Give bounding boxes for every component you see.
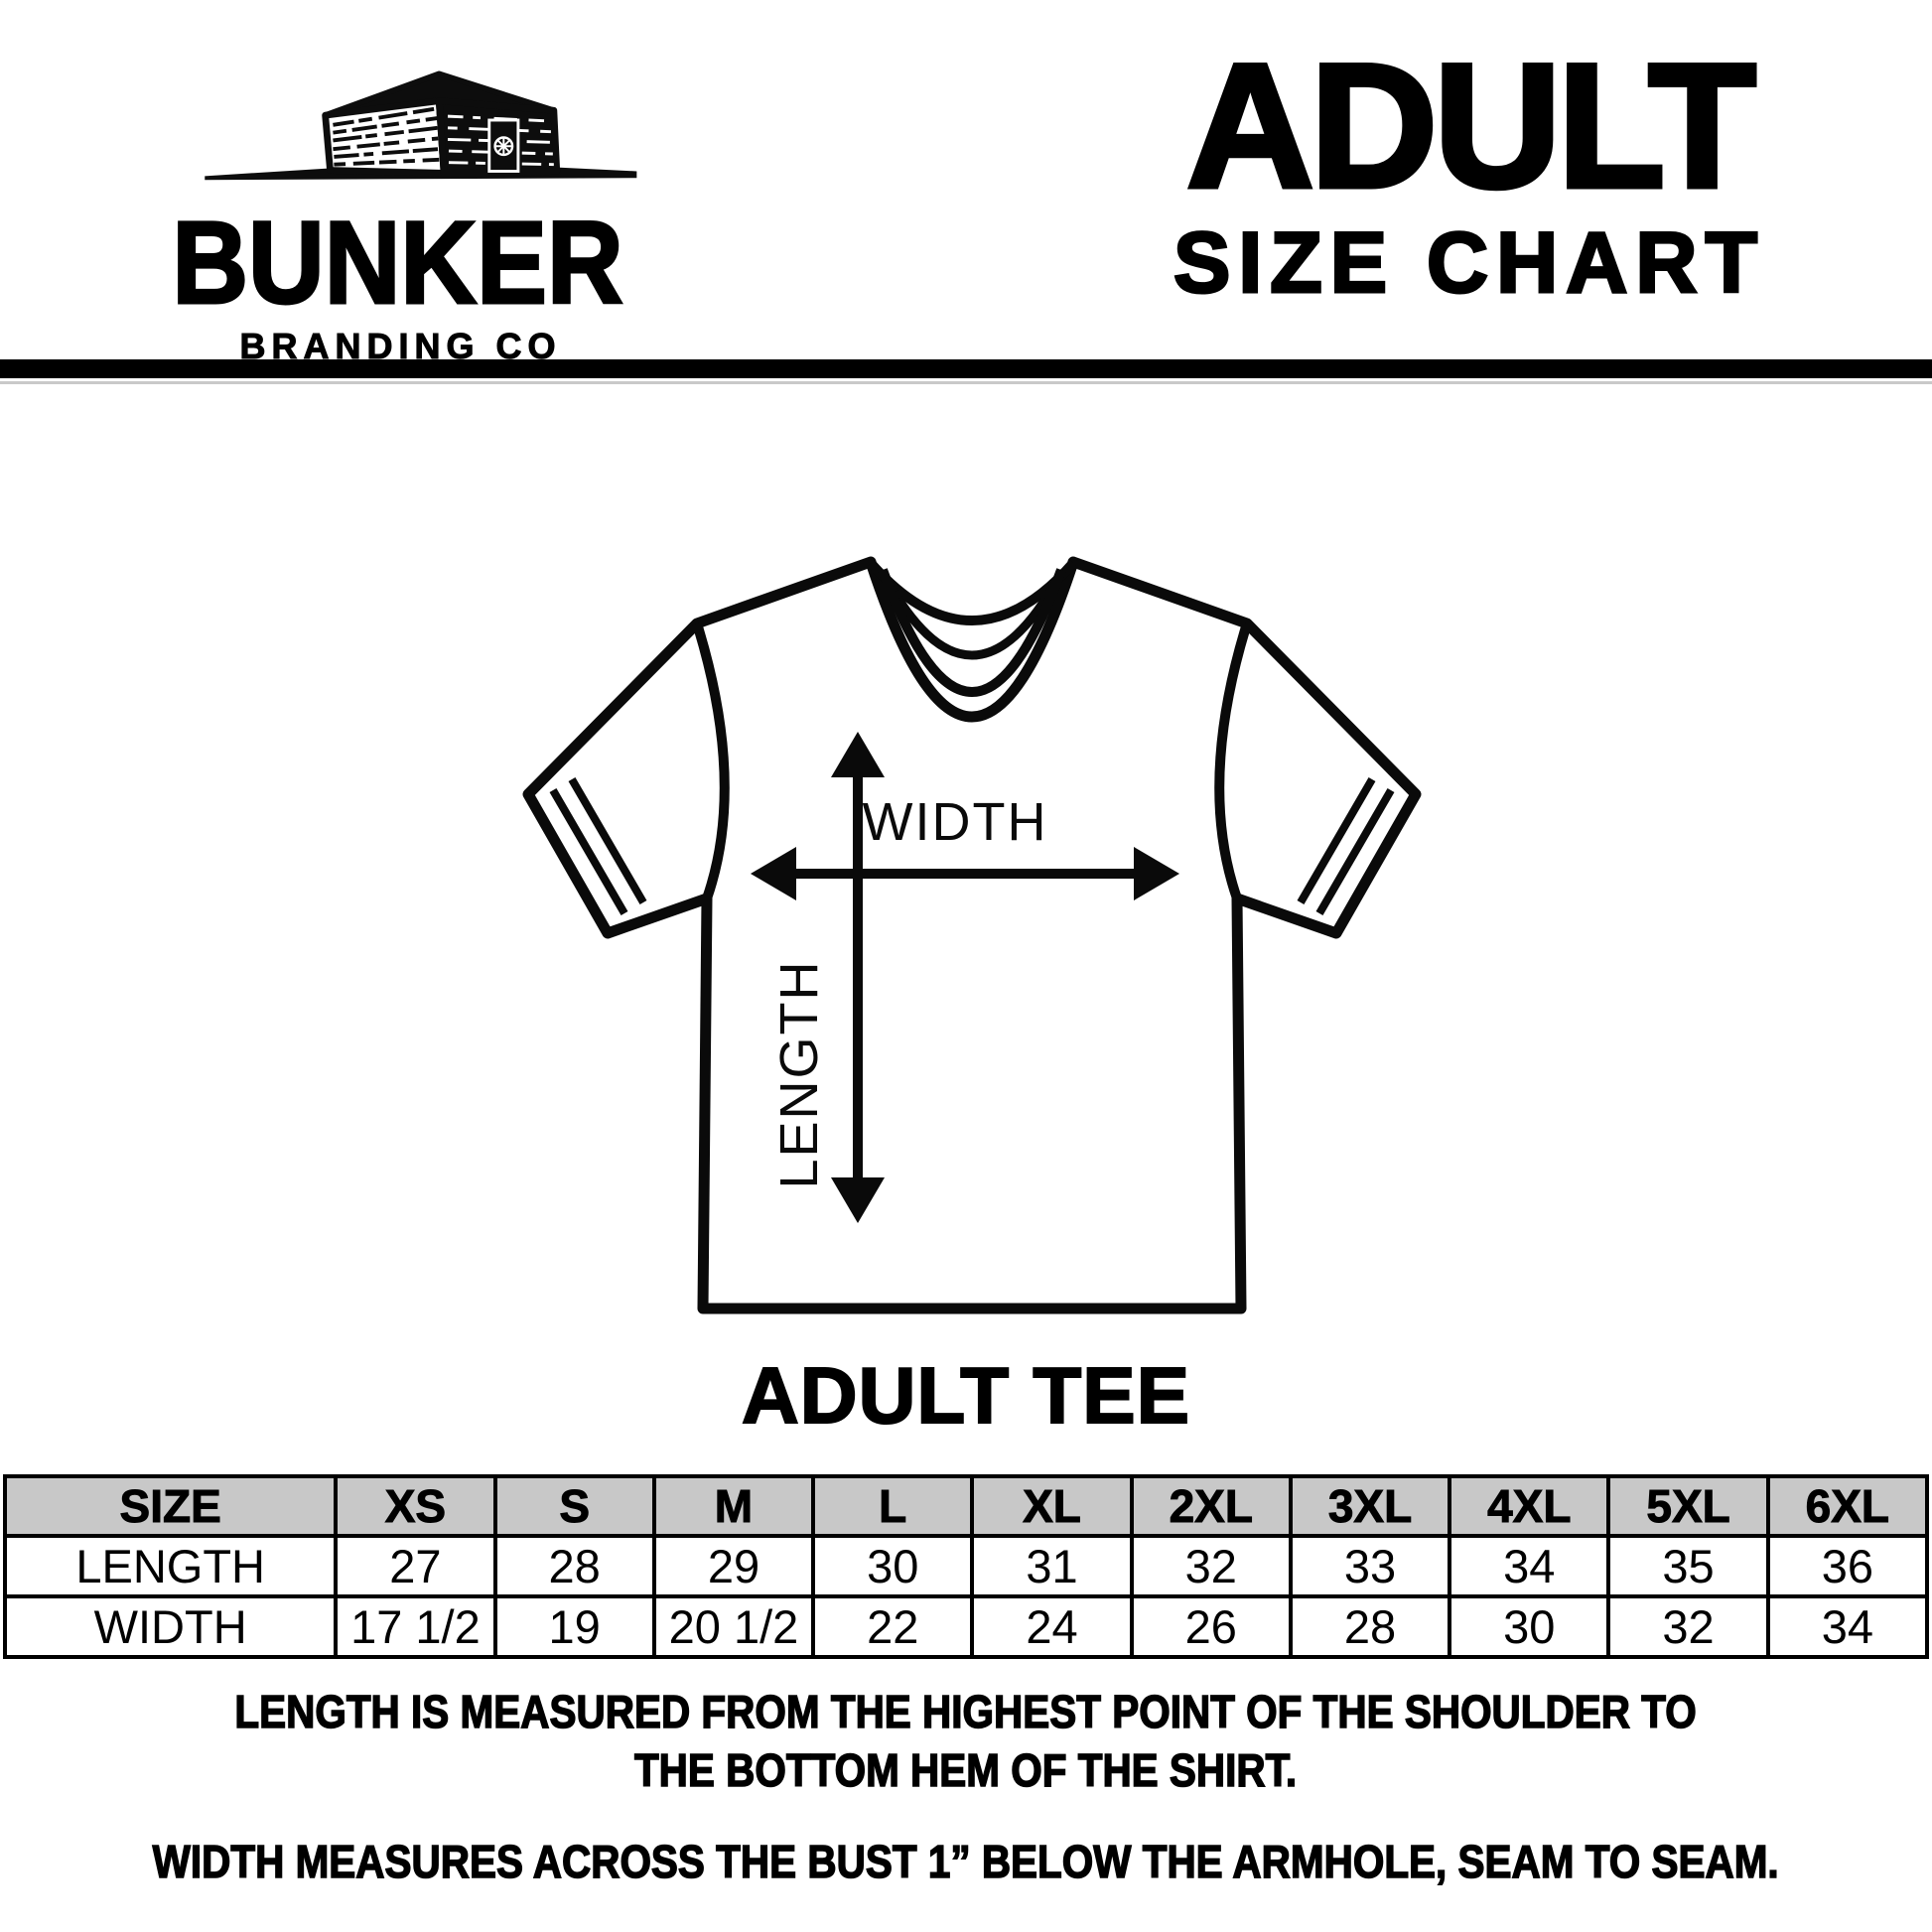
header-cell: L [811, 1474, 975, 1538]
value-cell: 35 [1606, 1534, 1770, 1598]
size-table: SIZE XS S M L XL 2XL 3XL 4XL 5XL 6XL LENGTH 27 28 29 30… [2, 1474, 1930, 1659]
header-cell: 4XL [1448, 1474, 1611, 1538]
tshirt-diagram: WIDTH LENGTH [447, 536, 1519, 1340]
header-cell: 5XL [1606, 1474, 1770, 1538]
brand-logo: BUNKER BRANDING CO [147, 46, 648, 373]
table-row: LENGTH 27 28 29 30 31 32 33 34 35 36 [2, 1534, 1930, 1598]
tshirt-outline-icon: WIDTH LENGTH [522, 556, 1422, 1314]
row-label: LENGTH [2, 1534, 339, 1598]
note-line: LENGTH IS MEASURED FROM THE HIGHEST POIN… [234, 1685, 1698, 1737]
value-cell: 28 [492, 1534, 656, 1598]
table-header-row: SIZE XS S M L XL 2XL 3XL 4XL 5XL 6XL [2, 1474, 1930, 1538]
length-note: LENGTH IS MEASURED FROM THE HIGHEST POIN… [0, 1683, 1932, 1800]
width-note: WIDTH MEASURES ACROSS THE BUST 1” BELOW … [0, 1833, 1932, 1891]
width-arrow [751, 847, 1179, 900]
value-cell: 31 [970, 1534, 1134, 1598]
divider-bar [0, 359, 1932, 378]
header-cell: S [492, 1474, 656, 1538]
title-line2: SIZE CHART [1173, 215, 1765, 311]
header-cell: M [651, 1474, 816, 1538]
value-cell: 30 [1448, 1594, 1611, 1659]
header-cell: 6XL [1765, 1474, 1930, 1538]
diagram-caption: ADULT TEE [741, 1350, 1190, 1441]
size-table-section: SIZE XS S M L XL 2XL 3XL 4XL 5XL 6XL LENGTH 27 28 29 30… [2, 1474, 1930, 1659]
length-arrow [831, 732, 885, 1223]
header-cell: XL [970, 1474, 1134, 1538]
header-cell: 2XL [1129, 1474, 1293, 1538]
header-cell: SIZE [2, 1474, 339, 1538]
value-cell: 24 [970, 1594, 1134, 1659]
header-cell: XS [334, 1474, 497, 1538]
value-cell: 28 [1288, 1594, 1452, 1659]
note-line: THE BOTTOM HEM OF THE SHIRT. [634, 1743, 1298, 1796]
brand-name: BUNKER [171, 198, 624, 329]
value-cell: 27 [334, 1534, 497, 1598]
value-cell: 20 1/2 [651, 1594, 816, 1659]
width-label: WIDTH [863, 792, 1048, 852]
value-cell: 17 1/2 [334, 1594, 497, 1659]
value-cell: 34 [1448, 1534, 1611, 1598]
value-cell: 26 [1129, 1594, 1293, 1659]
value-cell: 34 [1765, 1594, 1930, 1659]
bunker-building-icon [205, 70, 637, 181]
table-row: WIDTH 17 1/2 19 20 1/2 22 24 26 28 30 32 34 [2, 1594, 1930, 1659]
divider-bar-shadow [0, 381, 1932, 384]
row-label: WIDTH [2, 1594, 339, 1659]
length-label: LENGTH [769, 959, 829, 1188]
width-note-text: WIDTH MEASURES ACROSS THE BUST 1” BELOW … [152, 1833, 1780, 1891]
value-cell: 32 [1606, 1594, 1770, 1659]
title-line1: ADULT [1184, 27, 1759, 224]
value-cell: 30 [811, 1534, 975, 1598]
length-note-text: LENGTH IS MEASURED FROM THE HIGHEST POIN… [234, 1683, 1698, 1800]
page-title: ADULT SIZE CHART [1082, 27, 1857, 311]
note-line: WIDTH MEASURES ACROSS THE BUST 1” BELOW … [152, 1835, 1780, 1887]
value-cell: 32 [1129, 1534, 1293, 1598]
value-cell: 36 [1765, 1534, 1930, 1598]
value-cell: 29 [651, 1534, 816, 1598]
vault-door-icon [487, 118, 520, 173]
value-cell: 19 [492, 1594, 656, 1659]
value-cell: 22 [811, 1594, 975, 1659]
value-cell: 33 [1288, 1534, 1452, 1598]
header-cell: 3XL [1288, 1474, 1452, 1538]
